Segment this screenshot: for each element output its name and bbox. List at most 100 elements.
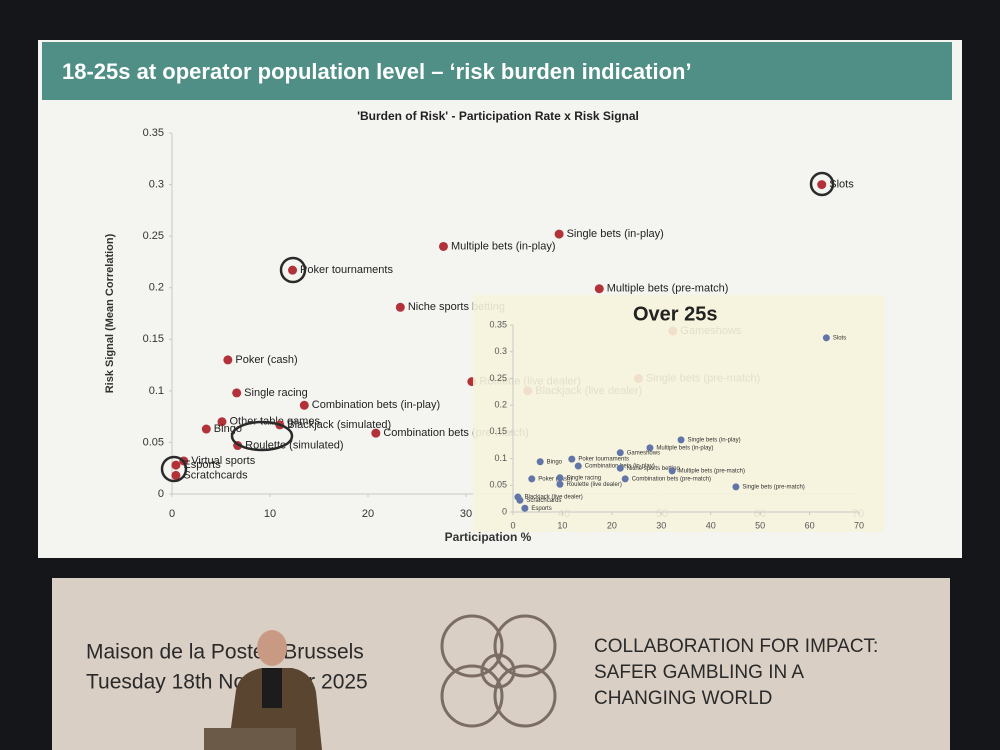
logo (440, 614, 557, 728)
venue: Maison de la Poste - Brussels (86, 641, 364, 664)
point-label: Bingo (547, 459, 563, 465)
date: Tuesday 18th November 2025 (86, 671, 368, 694)
x-tick-label: 60 (805, 520, 815, 530)
point-label: Poker tournaments (300, 264, 393, 276)
x-tick-label: 0 (510, 520, 515, 530)
point-label: Single bets (pre-match) (742, 484, 804, 490)
data-point (554, 229, 564, 239)
point-label: Slots (833, 335, 846, 341)
x-tick-label: 10 (557, 520, 567, 530)
point-label: Single bets (in-play) (688, 437, 741, 443)
inset-panel (473, 295, 884, 532)
data-point (668, 467, 676, 475)
point-label: Multiple bets (in-play) (451, 240, 556, 252)
inset-chart: Over 25s 0 0.05 0.1 0.15 0.2 0.25 0.3 0.35 0 10 20 3… (473, 295, 884, 532)
point-label: Gameshows (627, 450, 660, 456)
point-label: Esports (531, 506, 551, 512)
x-tick-label: 50 (755, 520, 765, 530)
data-point (677, 436, 685, 444)
point-label: Combination bets (in-play) (312, 399, 440, 411)
charts: 'Burden of Risk' - Participation Rate x … (104, 109, 884, 544)
data-point (171, 470, 181, 480)
x-tick-label: 70 (854, 520, 864, 530)
point-label: Scratchcards (183, 469, 248, 481)
y-tick-label: 0.2 (494, 400, 507, 410)
x-tick-label: 40 (706, 520, 716, 530)
point-label: Scratchcards (526, 498, 561, 504)
hand-drawn-circle (160, 455, 188, 483)
point-label: Poker tournaments (578, 457, 629, 463)
y-tick-label: 0.3 (494, 346, 507, 356)
data-point (232, 388, 242, 398)
y-tick-label: 0.1 (494, 453, 507, 463)
data-point (288, 265, 298, 275)
x-tick-label: 10 (264, 508, 276, 520)
data-point (556, 474, 564, 482)
y-tick-label: 0.05 (489, 480, 507, 490)
data-point (616, 464, 624, 472)
data-point (299, 400, 309, 410)
y-tick-label: 0 (158, 488, 164, 500)
slide-header (42, 42, 952, 100)
point-label: Multiple bets (pre-match) (679, 468, 745, 474)
point-label: Other table games (229, 416, 320, 428)
point-label: Roulette (live dealer) (566, 482, 621, 488)
data-point (574, 462, 582, 470)
x-tick-label: 30 (460, 508, 472, 520)
y-tick-label: 0.35 (489, 319, 507, 329)
data-point (223, 355, 233, 365)
tagline-line: SAFER GAMBLING IN A (594, 662, 804, 683)
data-point (521, 504, 529, 512)
x-axis-label: Participation % (445, 530, 532, 544)
hand-drawn-circle (809, 171, 835, 197)
point-label: Combination bets (pre-match) (632, 476, 711, 482)
point-label: Niche sports betting (627, 466, 680, 472)
y-tick-label: 0.35 (143, 127, 164, 139)
speaker (204, 630, 322, 750)
y-axis-label: Risk Signal (Mean Correlation) (104, 233, 116, 393)
data-point (817, 180, 827, 190)
point-label: Multiple bets (pre-match) (607, 283, 729, 295)
data-point (568, 455, 576, 463)
data-point (556, 480, 564, 488)
data-point (371, 428, 381, 438)
data-point (395, 302, 405, 312)
point-label: Single racing (244, 387, 308, 399)
data-point (217, 417, 227, 427)
data-point (621, 475, 629, 483)
point-label: Poker (cash) (235, 354, 297, 366)
inset-title: Over 25s (633, 303, 718, 325)
y-tick-label: 0.3 (149, 178, 164, 190)
point-label: Virtual sports (191, 455, 255, 467)
chart-title: 'Burden of Risk' - Participation Rate x … (357, 109, 639, 123)
y-tick-label: 0 (502, 506, 507, 516)
y-tick-label: 0.15 (143, 333, 164, 345)
point-label: Bingo (214, 423, 242, 435)
data-point (201, 424, 211, 434)
point-label: Blackjack (live dealer) (524, 495, 582, 501)
data-point (528, 475, 536, 483)
x-tick-label: 0 (169, 508, 175, 520)
x-tick-label: 20 (607, 520, 617, 530)
slide-title: 18-25s at operator population level – ‘r… (62, 59, 692, 84)
hand-drawn-circle (279, 256, 307, 284)
x-tick-label: 20 (362, 508, 374, 520)
data-point (171, 460, 181, 470)
point-label: Poker (cash) (538, 476, 572, 482)
main-chart: 'Burden of Risk' - Participation Rate x … (104, 109, 864, 544)
x-tick-label: 30 (656, 520, 666, 530)
data-point (438, 241, 448, 251)
data-point (822, 334, 830, 342)
data-point (594, 284, 604, 294)
point-label: Slots (829, 178, 854, 190)
point-label: Single bets (in-play) (567, 228, 664, 240)
y-tick-label: 0.15 (489, 426, 507, 436)
data-point (616, 449, 624, 457)
data-point (732, 483, 740, 491)
tagline-line: CHANGING WORLD (594, 688, 772, 709)
hand-drawn-circle (230, 420, 294, 452)
point-label: Single racing (566, 475, 601, 481)
tagline-line: COLLABORATION FOR IMPACT: (594, 636, 878, 657)
